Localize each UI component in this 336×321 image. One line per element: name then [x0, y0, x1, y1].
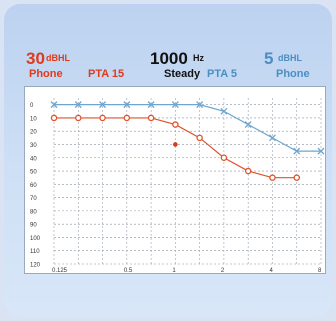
y-tick-label: 60 — [30, 183, 37, 189]
left-level-value: 30 — [26, 49, 45, 68]
right-transducer-label: Phone — [276, 68, 310, 80]
x-tick-label: 2 — [221, 268, 225, 274]
series-point — [99, 101, 107, 109]
right-level-value: 5 — [264, 49, 274, 68]
left-transducer-label: Phone — [29, 68, 63, 80]
y-tick-label: 20 — [30, 130, 37, 136]
series-point — [123, 114, 131, 122]
left-level-unit: dBHL — [46, 53, 70, 63]
y-tick-label: 50 — [30, 170, 37, 176]
y-tick-label: 70 — [30, 196, 37, 202]
series-point — [196, 101, 204, 109]
series-point — [50, 114, 58, 122]
series-point — [50, 101, 58, 109]
series-point — [244, 121, 252, 129]
x-tick-label: 1 — [172, 268, 176, 274]
series-line — [54, 104, 321, 152]
frequency-unit: Hz — [193, 53, 204, 63]
series-point — [220, 107, 228, 115]
x-tick-label: 0.5 — [124, 268, 133, 274]
x-tick-label: 0.125 — [52, 268, 68, 274]
y-tick-label: 0 — [30, 103, 34, 109]
y-tick-label: 90 — [30, 223, 37, 229]
x-tick-label: 8 — [318, 268, 322, 274]
y-tick-label: 10 — [30, 116, 37, 122]
left-pta-label: PTA 15 — [88, 68, 125, 80]
test-info-bar: 30 dBHL Phone PTA 15 1000 Hz Steady 5 dB… — [0, 0, 336, 80]
series-point — [293, 174, 300, 181]
series-point — [99, 114, 106, 122]
right-level-unit: dBHL — [278, 53, 302, 63]
series-point — [75, 114, 82, 122]
frequency-value: 1000 — [150, 49, 188, 68]
series-point — [269, 174, 276, 181]
audiogram-chart[interactable]: 0 10 20 30 40 50 60 70 80 90 100 110 120 0.125 0.5 1 2 4 8 — [24, 86, 326, 274]
y-tick-label: 30 — [30, 143, 37, 149]
stimulus-mode-label: Steady — [164, 68, 201, 80]
y-tick-label: 80 — [30, 209, 37, 215]
series-point — [171, 101, 179, 109]
y-tick-label: 40 — [30, 156, 37, 162]
series-point — [147, 114, 155, 122]
current-stimulus-marker — [173, 142, 178, 147]
series-point — [220, 154, 228, 162]
series-point — [196, 134, 203, 142]
right-pta-label: PTA 5 — [207, 68, 237, 80]
series-point — [317, 147, 325, 155]
y-tick-label: 120 — [30, 263, 41, 269]
series-point — [123, 101, 131, 109]
audiogram-svg: 0 10 20 30 40 50 60 70 80 90 100 110 120 0.125 0.5 1 2 4 8 — [30, 98, 325, 274]
series-point — [268, 134, 276, 142]
series-point — [244, 167, 252, 175]
series-point — [172, 121, 179, 128]
series-point — [293, 147, 301, 155]
y-tick-label: 110 — [30, 249, 40, 255]
series-point — [74, 101, 82, 109]
x-tick-label: 4 — [269, 268, 273, 274]
series-point — [147, 101, 155, 109]
y-tick-label: 100 — [30, 236, 41, 242]
